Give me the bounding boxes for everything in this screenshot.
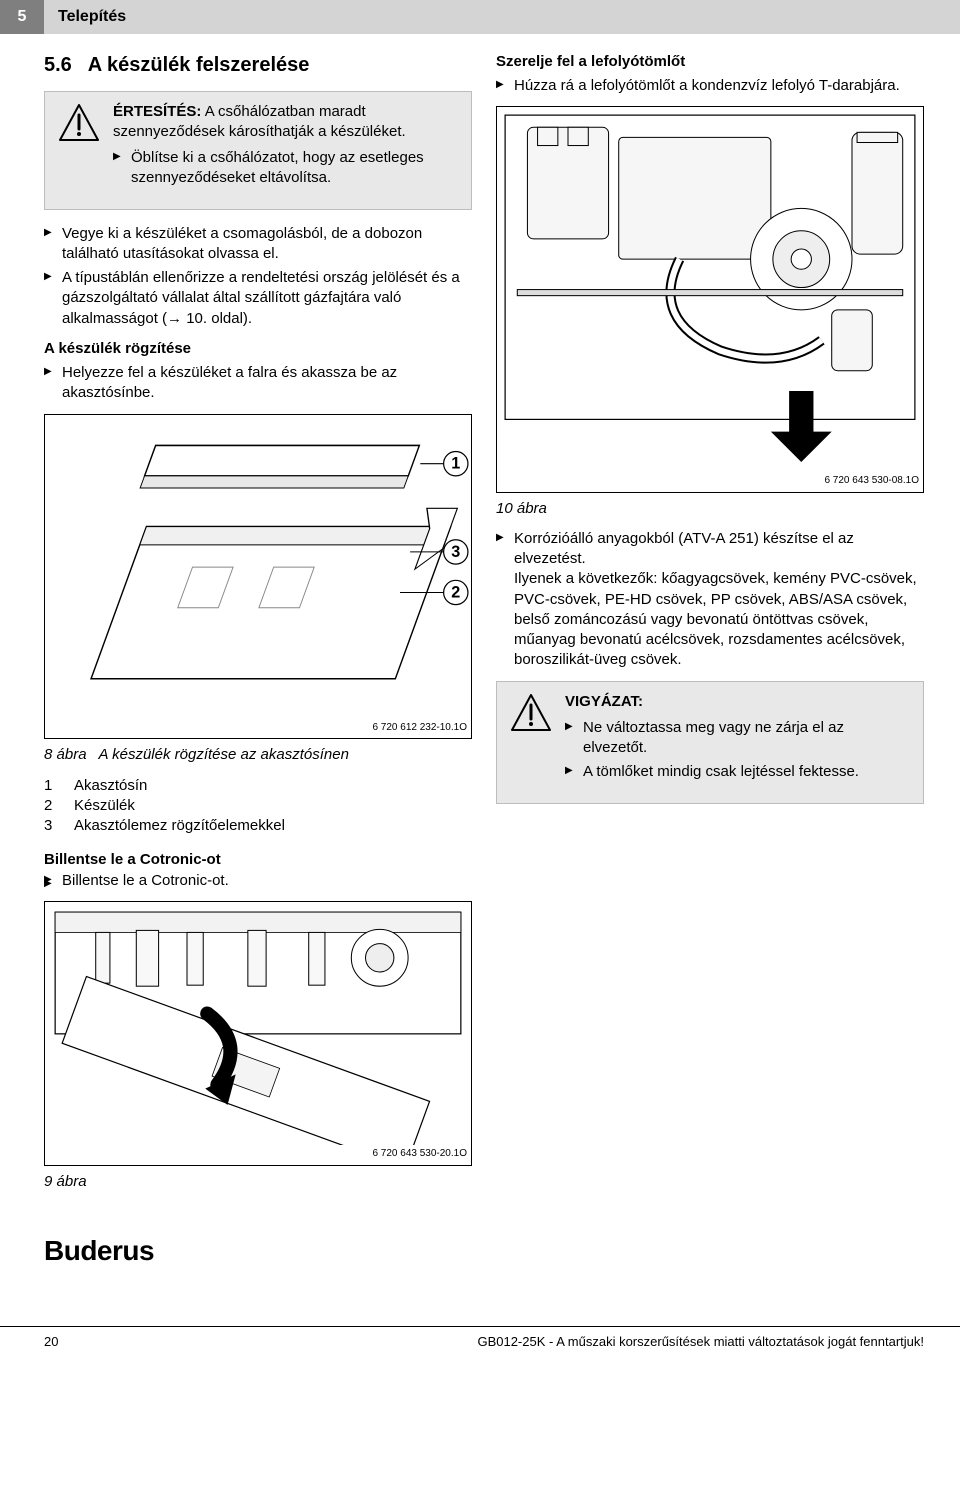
chapter-title: Telepítés — [44, 0, 960, 34]
notice-bullet: Öblítse ki a csőhálózatot, hogy az esetl… — [113, 148, 459, 189]
section-number: 5.6 — [44, 54, 72, 76]
figure-9: 6 720 643 530-20.1O — [44, 901, 472, 1166]
caution-body: VIGYÁZAT: Ne változtassa meg vagy ne zár… — [565, 692, 911, 793]
left-column: 5.6 A készülék felszerelése ÉRTESÍTÉS: A… — [44, 52, 472, 1202]
doc-info: GB012-25K - A műszaki korszerűsítések mi… — [477, 1333, 924, 1351]
figure-8-caption: 8 ábra A készülék rögzítése az akasztósí… — [44, 745, 472, 765]
right-column: Szerelje fel a lefolyótömlőt Húzza rá a … — [496, 52, 924, 1202]
callout-3: 3 — [451, 543, 460, 561]
caution-bullet-2: A tömlőket mindig csak lejtéssel fektess… — [565, 762, 911, 782]
figure-10: 6 720 643 530-08.1O — [496, 106, 924, 493]
chapter-number: 5 — [0, 0, 44, 34]
page-footer: 20 GB012-25K - A műszaki korszerűsítések… — [0, 1326, 960, 1361]
drain-bullet: Húzza rá a lefolyótömlőt a kondenzvíz le… — [496, 76, 924, 96]
figure-8-legend: 1Akasztósín 2Készülék 3Akasztólemez rögz… — [44, 776, 472, 837]
figure-10-ref: 6 720 643 530-08.1O — [497, 472, 923, 492]
figure-9-caption: 9 ábra — [44, 1172, 472, 1192]
figure-10-caption: 10 ábra — [496, 499, 924, 519]
caution-bullet-1: Ne változtassa meg vagy ne zárja el az e… — [565, 718, 911, 759]
notice-box: ÉRTESÍTÉS: A csőhálózatban maradt szenny… — [44, 91, 472, 210]
corrosion-body: Ilyenek a következők: kőagyagcsövek, kem… — [514, 570, 917, 668]
section-title: A készülék felszerelése — [88, 54, 310, 76]
mounting-heading: A készülék rögzítése — [44, 339, 472, 359]
step-list-1: Vegye ki a készüléket a csomagolásból, d… — [44, 224, 472, 329]
callout-1: 1 — [451, 454, 460, 472]
corrosion-bullet: Korrózióálló anyagokból (ATV-A 251) kész… — [496, 529, 924, 671]
callout-2: 2 — [451, 583, 460, 601]
two-column-layout: 5.6 A készülék felszerelése ÉRTESÍTÉS: A… — [0, 52, 960, 1202]
cotronic-bullet: Billentse le a Cotronic-ot. — [44, 871, 472, 891]
warning-icon — [57, 102, 101, 146]
drain-heading: Szerelje fel a lefolyótömlőt — [496, 52, 924, 72]
mounting-bullet: Helyezze fel a készüléket a falra és aka… — [44, 363, 472, 404]
step-item: Vegye ki a készüléket a csomagolásból, d… — [44, 224, 472, 265]
notice-label: ÉRTESÍTÉS: — [113, 103, 201, 120]
figure-8-ref: 6 720 612 232-10.1O — [45, 719, 471, 739]
cotronic-heading: Billentse le a Cotronic-ot — [44, 850, 472, 870]
caution-box: VIGYÁZAT: Ne változtassa meg vagy ne zár… — [496, 681, 924, 804]
section-heading: 5.6 A készülék felszerelése — [44, 52, 472, 79]
brand-logo: Buderus — [0, 1232, 960, 1270]
step-item: A típustáblán ellenőrizze a rendeltetési… — [44, 268, 472, 329]
page-number: 20 — [44, 1333, 58, 1351]
chapter-header: 5 Telepítés — [0, 0, 960, 34]
figure-9-ref: 6 720 643 530-20.1O — [45, 1145, 471, 1165]
caution-label: VIGYÁZAT: — [565, 693, 643, 710]
notice-body: ÉRTESÍTÉS: A csőhálózatban maradt szenny… — [113, 102, 459, 199]
page: 5 Telepítés 5.6 A készülék felszerelése — [0, 0, 960, 1360]
figure-8: 1 3 2 6 720 612 232-10.1O — [44, 414, 472, 740]
warning-icon — [509, 692, 553, 736]
